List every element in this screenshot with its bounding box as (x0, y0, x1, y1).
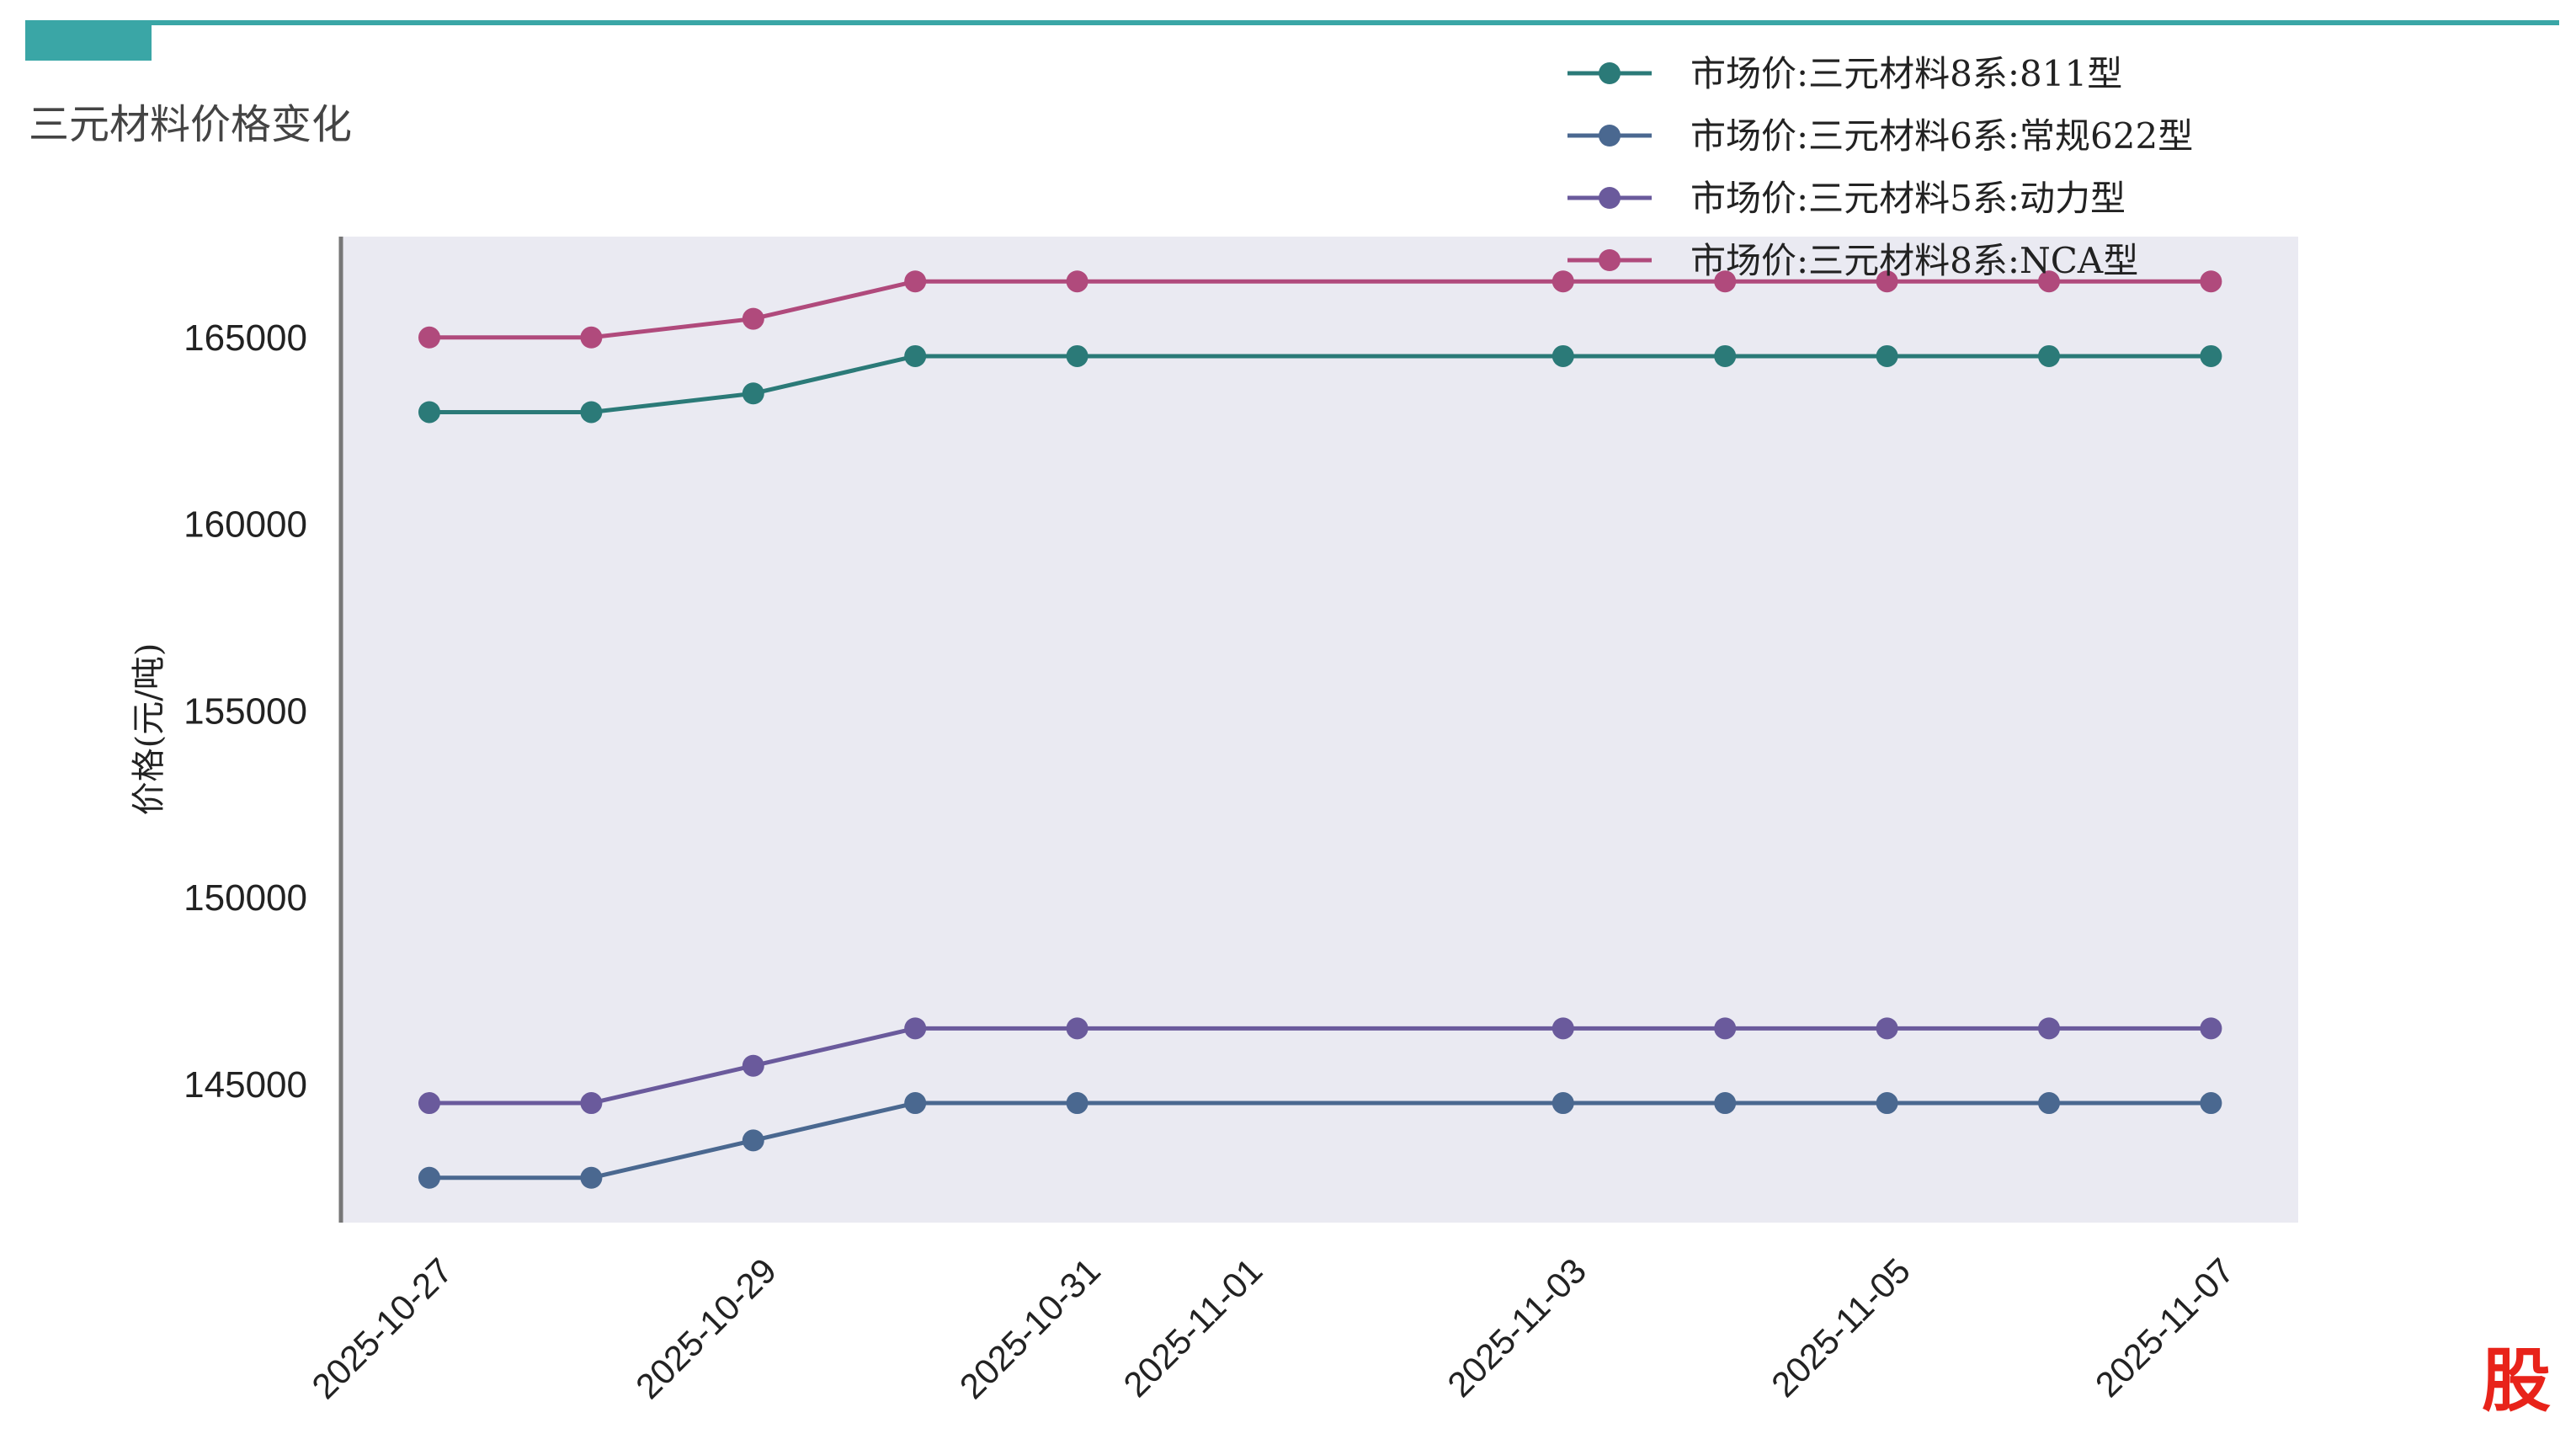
data-point (418, 1092, 440, 1115)
data-point (1876, 344, 1898, 367)
data-point (742, 307, 764, 330)
y-tick-label: 155000 (184, 690, 307, 732)
data-point (1714, 344, 1737, 367)
data-point (2038, 1017, 2060, 1040)
data-point (2200, 270, 2222, 293)
series-3 (418, 1017, 2222, 1115)
data-point (1876, 1017, 1898, 1040)
data-point (1714, 1092, 1737, 1115)
legend-marker-icon (1599, 62, 1621, 84)
legend-label: 市场价:三元材料8系:811型 (1690, 53, 2122, 94)
x-tick-label: 2025-10-29 (628, 1250, 784, 1406)
data-point (1714, 270, 1737, 293)
data-point (580, 401, 603, 424)
data-point (904, 344, 927, 367)
legend-marker-icon (1599, 187, 1621, 209)
legend-item: 市场价:三元材料8系:811型 (1567, 53, 2122, 94)
x-tick-label: 2025-11-01 (1115, 1250, 1269, 1404)
data-point (1066, 1017, 1088, 1040)
data-point (2038, 1092, 2060, 1115)
data-point (742, 1054, 764, 1077)
data-point (1551, 1017, 1574, 1040)
data-point (418, 401, 440, 424)
data-point (1551, 344, 1574, 367)
legend-item: 市场价:三元材料8系:NCA型 (1567, 240, 2138, 281)
legend: 市场价:三元材料8系:811型市场价:三元材料6系:常规622型市场价:三元材料… (1567, 53, 2193, 281)
data-point (2200, 1017, 2222, 1040)
legend-marker-icon (1599, 125, 1621, 147)
data-point (580, 1092, 603, 1115)
y-tick-label: 160000 (184, 504, 307, 546)
y-axis-label: 价格(元/吨) (130, 643, 168, 816)
data-point (1876, 1092, 1898, 1115)
series-2 (418, 1092, 2222, 1189)
header-accent-block (25, 20, 152, 61)
data-point (580, 326, 603, 349)
data-point (2200, 344, 2222, 367)
legend-item: 市场价:三元材料5系:动力型 (1567, 178, 2126, 219)
x-tick-label: 2025-10-27 (304, 1250, 460, 1406)
data-point (2200, 1092, 2222, 1115)
y-axis-ticks: 145000 150000 155000 160000 165000 (184, 317, 307, 1106)
y-tick-label: 145000 (184, 1064, 307, 1106)
series-4 (418, 270, 2222, 349)
series-1 (418, 344, 2222, 424)
data-point (904, 1017, 927, 1040)
x-axis-ticks: 2025-10-27 2025-10-29 2025-10-31 2025-11-01… (304, 1250, 2242, 1406)
legend-item: 市场价:三元材料6系:常规622型 (1567, 115, 2193, 157)
data-point (1066, 344, 1088, 367)
x-tick-label: 2025-10-31 (952, 1250, 1108, 1406)
series-line (427, 279, 2213, 340)
data-point (1066, 270, 1088, 293)
x-tick-label: 2025-11-07 (2088, 1250, 2242, 1404)
data-point (1551, 270, 1574, 293)
data-point (418, 326, 440, 349)
page-title: 三元材料价格变化 (29, 101, 353, 148)
series-line (427, 354, 2213, 414)
plot-area (341, 237, 2298, 1223)
series-line (427, 1101, 2213, 1181)
data-point (1876, 270, 1898, 293)
data-point (580, 1166, 603, 1189)
legend-marker-icon (1599, 249, 1621, 271)
data-point (418, 1166, 440, 1189)
data-point (1066, 1092, 1088, 1115)
data-point (904, 1092, 927, 1115)
x-tick-label: 2025-11-03 (1440, 1250, 1594, 1404)
data-point (904, 270, 927, 293)
legend-label: 市场价:三元材料6系:常规622型 (1690, 115, 2193, 157)
series-layer (418, 270, 2222, 1189)
data-point (742, 382, 764, 405)
data-point (742, 1129, 764, 1152)
series-line (427, 1026, 2213, 1106)
watermark-logo: 股 (2482, 1341, 2552, 1421)
header-accent-line (25, 20, 2559, 25)
data-point (1551, 1092, 1574, 1115)
data-point (2038, 344, 2060, 367)
legend-label: 市场价:三元材料5系:动力型 (1690, 178, 2126, 219)
y-tick-label: 165000 (184, 317, 307, 359)
data-point (1714, 1017, 1737, 1040)
y-tick-label: 150000 (184, 877, 307, 919)
data-point (2038, 270, 2060, 293)
legend-label: 市场价:三元材料8系:NCA型 (1690, 240, 2138, 281)
x-tick-label: 2025-11-05 (1764, 1250, 1918, 1404)
